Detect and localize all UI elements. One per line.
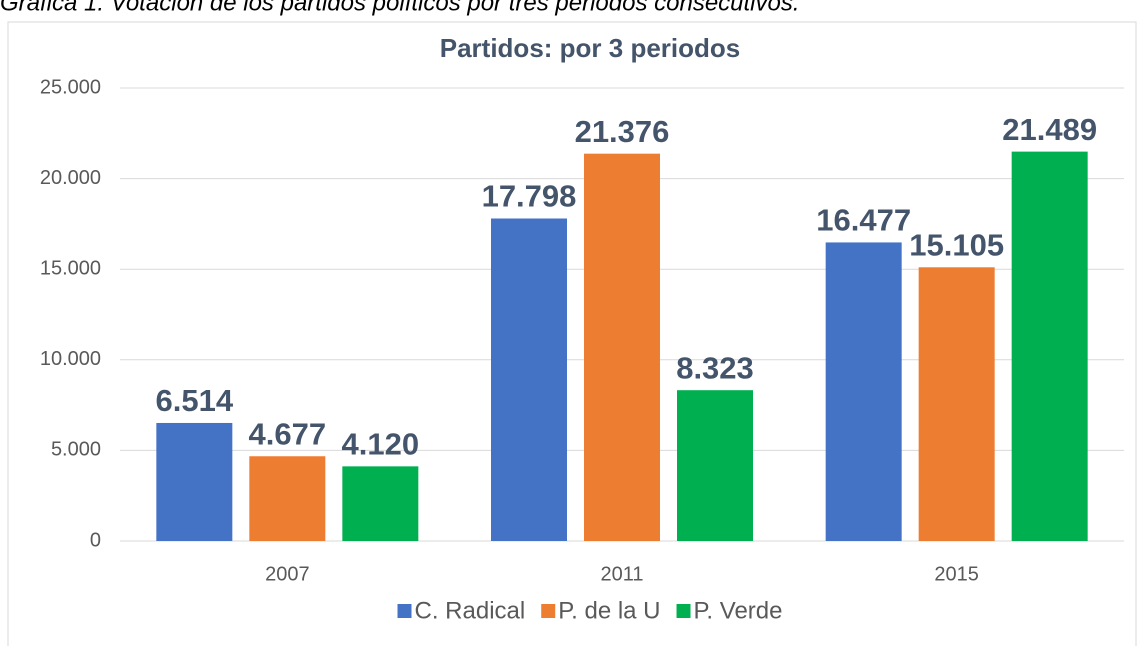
data-label: 4.120 [342, 427, 420, 462]
bar [249, 456, 326, 541]
legend-swatch [541, 604, 556, 618]
bar [825, 242, 902, 541]
y-tick-label: 25.000 [40, 76, 101, 98]
bar [584, 153, 660, 542]
y-tick-label: 10.000 [40, 348, 101, 370]
data-label: 6.514 [156, 383, 234, 418]
data-label: 17.798 [482, 179, 577, 214]
caption: Gráfica 1: Votación de los partidos polí… [0, 0, 800, 16]
legend-swatch [397, 604, 412, 618]
bar [156, 422, 233, 541]
data-label: 15.105 [909, 227, 1004, 262]
data-label: 8.323 [676, 350, 754, 385]
x-tick-label: 2015 [934, 563, 979, 585]
data-label: 21.489 [1002, 112, 1097, 147]
data-label: 16.477 [816, 203, 911, 238]
legend-label: P. de la U [558, 597, 660, 624]
x-tick-label: 2007 [265, 563, 310, 585]
legend-label: P. Verde [694, 597, 783, 624]
bar [342, 466, 419, 541]
x-tick-label: 2011 [600, 563, 643, 585]
bar [491, 218, 567, 541]
y-tick-label: 20.000 [40, 167, 101, 189]
bar [918, 267, 995, 541]
legend-swatch [676, 604, 691, 618]
y-tick-label: 15.000 [40, 257, 101, 279]
y-tick-label: 0 [90, 529, 101, 551]
data-label: 21.376 [575, 114, 670, 149]
bar [1011, 151, 1088, 541]
data-label: 4.677 [249, 416, 327, 451]
y-tick-label: 5.000 [51, 439, 101, 461]
bar [677, 390, 753, 541]
chart-title: Partidos: por 3 periodos [440, 33, 741, 63]
legend-label: C. Radical [415, 597, 526, 624]
